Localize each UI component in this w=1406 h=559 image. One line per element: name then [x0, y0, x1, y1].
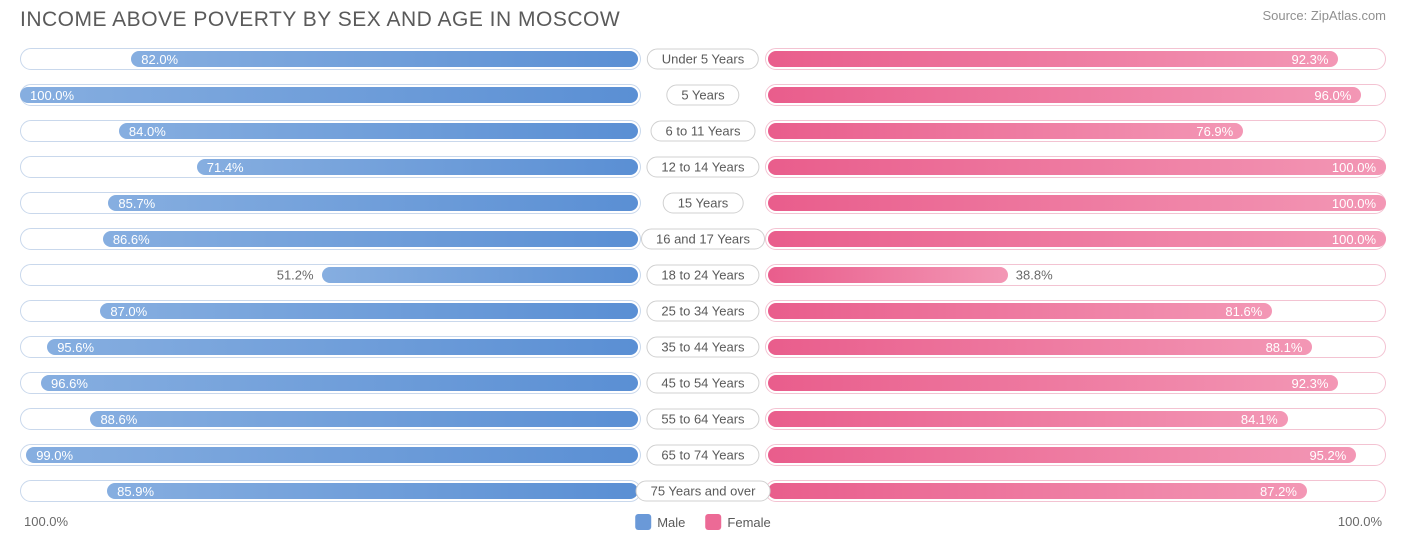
male-bar: 85.7%: [108, 195, 638, 211]
legend: Male Female: [635, 514, 771, 530]
female-bar: 95.2%: [768, 447, 1356, 463]
male-value-label: 51.2%: [277, 267, 314, 282]
chart-row: 87.0% 81.6% 25 to 34 Years: [20, 294, 1386, 327]
male-value-label: 84.0%: [129, 124, 166, 139]
legend-item-female: Female: [705, 514, 770, 530]
female-value-label: 87.2%: [1260, 484, 1297, 499]
legend-swatch-female: [705, 514, 721, 530]
male-value-label: 85.7%: [118, 196, 155, 211]
male-bar: 82.0%: [131, 51, 638, 67]
male-value-label: 85.9%: [117, 484, 154, 499]
category-pill: 16 and 17 Years: [641, 228, 765, 249]
category-pill: 65 to 74 Years: [646, 444, 759, 465]
axis-label-left: 100.0%: [24, 514, 68, 529]
female-value-label: 88.1%: [1266, 340, 1303, 355]
chart-row: 85.7% 100.0% 15 Years: [20, 186, 1386, 219]
chart-footer: 100.0% Male Female 100.0%: [0, 510, 1406, 540]
chart-header: INCOME ABOVE POVERTY BY SEX AND AGE IN M…: [0, 0, 1406, 36]
female-bar: 88.1%: [768, 339, 1312, 355]
male-bar: 86.6%: [103, 231, 638, 247]
female-value-label: 38.8%: [1016, 267, 1053, 282]
category-pill: 5 Years: [666, 84, 739, 105]
chart-row: 84.0% 76.9% 6 to 11 Years: [20, 114, 1386, 147]
female-value-label: 100.0%: [1332, 232, 1376, 247]
female-value-label: 92.3%: [1292, 52, 1329, 67]
female-bar: 87.2%: [768, 483, 1307, 499]
female-bar: 96.0%: [768, 87, 1361, 103]
chart-row: 71.4% 100.0% 12 to 14 Years: [20, 150, 1386, 183]
chart-source: Source: ZipAtlas.com: [1262, 8, 1386, 23]
male-value-label: 86.6%: [113, 232, 150, 247]
male-bar: 84.0%: [119, 123, 638, 139]
chart-body: 82.0% 92.3% Under 5 Years 100.0% 96.0% 5 Year…: [0, 36, 1406, 507]
female-bar: 100.0%: [768, 195, 1386, 211]
chart-row: 100.0% 96.0% 5 Years: [20, 78, 1386, 111]
male-value-label: 71.4%: [207, 160, 244, 175]
category-pill: 45 to 54 Years: [646, 372, 759, 393]
female-value-label: 81.6%: [1225, 304, 1262, 319]
female-value-label: 76.9%: [1196, 124, 1233, 139]
male-value-label: 95.6%: [57, 340, 94, 355]
male-bar: [322, 267, 638, 283]
female-value-label: 84.1%: [1241, 412, 1278, 427]
category-pill: 18 to 24 Years: [646, 264, 759, 285]
female-value-label: 100.0%: [1332, 160, 1376, 175]
male-value-label: 100.0%: [30, 88, 74, 103]
legend-item-male: Male: [635, 514, 685, 530]
legend-label-female: Female: [727, 515, 770, 530]
chart-row: 86.6% 100.0% 16 and 17 Years: [20, 222, 1386, 255]
chart-row: 51.2% 38.8% 18 to 24 Years: [20, 258, 1386, 291]
male-bar: 85.9%: [107, 483, 638, 499]
category-pill: 15 Years: [663, 192, 744, 213]
female-bar: 92.3%: [768, 375, 1338, 391]
female-bar: 92.3%: [768, 51, 1338, 67]
male-bar: 95.6%: [47, 339, 638, 355]
female-value-label: 96.0%: [1314, 88, 1351, 103]
category-pill: Under 5 Years: [647, 48, 759, 69]
male-value-label: 82.0%: [141, 52, 178, 67]
chart-row: 99.0% 95.2% 65 to 74 Years: [20, 438, 1386, 471]
female-bar: 81.6%: [768, 303, 1272, 319]
male-bar: 88.6%: [90, 411, 638, 427]
category-pill: 35 to 44 Years: [646, 336, 759, 357]
chart-row: 85.9% 87.2% 75 Years and over: [20, 474, 1386, 507]
male-bar: 87.0%: [100, 303, 638, 319]
male-value-label: 88.6%: [100, 412, 137, 427]
female-bar: [768, 267, 1008, 283]
female-bar: 76.9%: [768, 123, 1243, 139]
male-value-label: 96.6%: [51, 376, 88, 391]
male-bar: 100.0%: [20, 87, 638, 103]
male-bar: 71.4%: [197, 159, 638, 175]
chart-row: 82.0% 92.3% Under 5 Years: [20, 42, 1386, 75]
female-value-label: 92.3%: [1292, 376, 1329, 391]
chart-row: 96.6% 92.3% 45 to 54 Years: [20, 366, 1386, 399]
legend-label-male: Male: [657, 515, 685, 530]
male-value-label: 99.0%: [36, 448, 73, 463]
category-pill: 75 Years and over: [636, 480, 771, 501]
female-bar: 100.0%: [768, 159, 1386, 175]
legend-swatch-male: [635, 514, 651, 530]
female-bar: 100.0%: [768, 231, 1386, 247]
chart-row: 88.6% 84.1% 55 to 64 Years: [20, 402, 1386, 435]
category-pill: 55 to 64 Years: [646, 408, 759, 429]
female-value-label: 100.0%: [1332, 196, 1376, 211]
male-bar: 99.0%: [26, 447, 638, 463]
chart-row: 95.6% 88.1% 35 to 44 Years: [20, 330, 1386, 363]
male-value-label: 87.0%: [110, 304, 147, 319]
category-pill: 6 to 11 Years: [651, 120, 756, 141]
category-pill: 12 to 14 Years: [646, 156, 759, 177]
male-bar: 96.6%: [41, 375, 638, 391]
axis-label-right: 100.0%: [1338, 514, 1382, 529]
female-value-label: 95.2%: [1309, 448, 1346, 463]
category-pill: 25 to 34 Years: [646, 300, 759, 321]
chart-title: INCOME ABOVE POVERTY BY SEX AND AGE IN M…: [20, 8, 620, 32]
female-bar: 84.1%: [768, 411, 1288, 427]
